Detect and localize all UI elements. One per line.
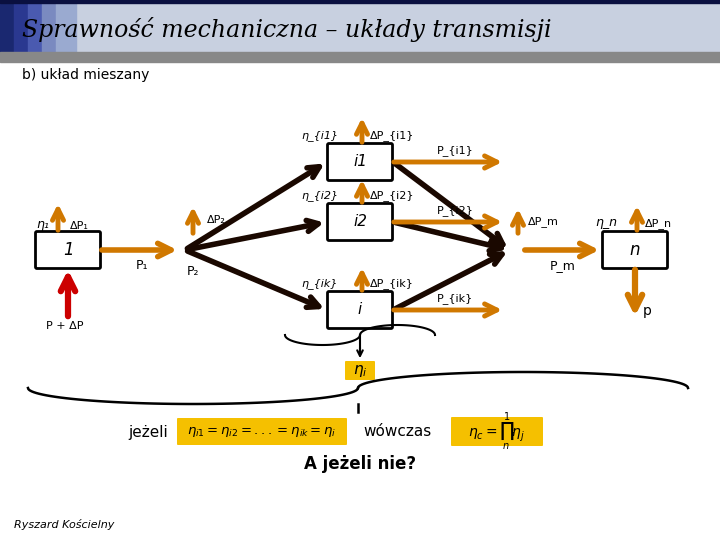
Text: i: i: [358, 302, 362, 318]
Text: η_{ik}: η_{ik}: [302, 278, 338, 289]
Text: ΔP₂: ΔP₂: [207, 215, 226, 225]
Text: P₁: P₁: [136, 259, 148, 272]
Text: P_{ik}: P_{ik}: [437, 293, 474, 304]
Text: i2: i2: [353, 214, 367, 230]
FancyBboxPatch shape: [177, 418, 347, 445]
Bar: [28, 0, 42, 52]
Bar: [0, 52, 720, 62]
Text: P₂: P₂: [187, 265, 199, 278]
Text: η_{i1}: η_{i1}: [301, 130, 338, 141]
Text: ΔP_{i2}: ΔP_{i2}: [370, 190, 415, 201]
Bar: [14, 0, 28, 52]
Text: $\eta_{i1}=\eta_{i2}=...=\eta_{ik}=\eta_i$: $\eta_{i1}=\eta_{i2}=...=\eta_{ik}=\eta_…: [187, 425, 337, 439]
Text: p: p: [643, 304, 652, 318]
Text: i1: i1: [353, 154, 367, 170]
Text: Sprawność mechaniczna – układy transmisji: Sprawność mechaniczna – układy transmisj…: [22, 17, 552, 42]
Bar: [56, 0, 76, 52]
Bar: [0, 0, 720, 3]
Text: ΔP_n: ΔP_n: [645, 218, 672, 229]
Text: ΔP₁: ΔP₁: [70, 221, 89, 231]
Text: b) układ mieszany: b) układ mieszany: [22, 68, 149, 82]
Text: $\eta_i$: $\eta_i$: [353, 363, 367, 379]
Text: η_{i2}: η_{i2}: [301, 190, 338, 201]
FancyBboxPatch shape: [328, 204, 392, 240]
Text: P_{i2}: P_{i2}: [437, 205, 474, 216]
Text: ΔP_m: ΔP_m: [528, 217, 559, 227]
Text: P + ΔP: P + ΔP: [46, 321, 84, 331]
Text: P_{i1}: P_{i1}: [437, 145, 474, 156]
Text: η₁: η₁: [36, 218, 49, 231]
Text: P_m: P_m: [550, 259, 576, 272]
FancyBboxPatch shape: [345, 361, 375, 380]
Text: n: n: [630, 241, 640, 259]
FancyBboxPatch shape: [451, 417, 543, 446]
Text: Ryszard Kościelny: Ryszard Kościelny: [14, 519, 114, 530]
Bar: [0, 0, 720, 52]
FancyBboxPatch shape: [328, 144, 392, 180]
Text: ΔP_{ik}: ΔP_{ik}: [370, 278, 414, 289]
Bar: [42, 0, 56, 52]
Text: 1: 1: [63, 241, 73, 259]
FancyBboxPatch shape: [35, 232, 101, 268]
FancyBboxPatch shape: [603, 232, 667, 268]
Text: wówczas: wówczas: [363, 424, 431, 440]
Text: jeżeli: jeżeli: [128, 424, 168, 440]
Text: A jeżeli nie?: A jeżeli nie?: [304, 455, 416, 473]
Text: $\eta_c=\prod_n^1\eta_j$: $\eta_c=\prod_n^1\eta_j$: [469, 410, 526, 454]
Text: ΔP_{i1}: ΔP_{i1}: [370, 130, 415, 141]
FancyBboxPatch shape: [328, 292, 392, 328]
Bar: [0, 0, 14, 52]
Text: η_n: η_n: [595, 216, 617, 229]
